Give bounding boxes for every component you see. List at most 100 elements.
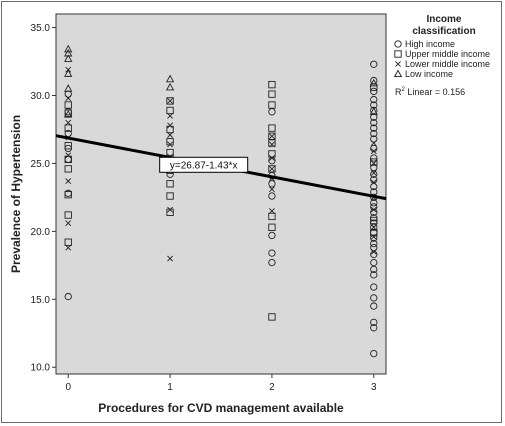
cross-stroke	[370, 224, 377, 231]
data-point-square	[268, 132, 276, 140]
data-point-cross	[370, 248, 377, 255]
data-point-circle	[268, 180, 276, 188]
data-point-square	[166, 148, 174, 157]
y-tick-label: 10.0	[31, 363, 51, 374]
data-point-square	[166, 180, 174, 188]
plot-area	[55, 13, 387, 375]
y-axis: 10.0 15.0 20.0 25.0 30.0 35.0	[31, 23, 56, 374]
data-point-circle	[370, 244, 378, 252]
data-point-circle	[370, 258, 378, 267]
data-point-square	[64, 191, 72, 199]
data-point-square	[166, 125, 174, 134]
cross-stroke	[269, 165, 275, 172]
data-point-cross	[65, 178, 72, 185]
data-point-cross	[65, 152, 72, 159]
data-point-circle	[268, 249, 276, 257]
data-point-square	[64, 211, 72, 219]
cross-stroke	[167, 112, 173, 119]
data-point-circle	[370, 163, 378, 172]
data-point-circle	[370, 129, 378, 138]
data-point-triangle	[64, 44, 73, 53]
data-point-cross	[269, 141, 275, 148]
legend-title-line: Income	[426, 14, 461, 25]
data-point-square	[370, 216, 378, 225]
data-point-square	[166, 192, 174, 200]
data-point-cross	[167, 141, 173, 148]
data-point-circle	[370, 124, 378, 132]
data-point-square	[268, 150, 276, 158]
data-point-cross	[65, 220, 72, 227]
cross-stroke	[269, 155, 275, 161]
cross-stroke	[65, 119, 72, 126]
data-point-cross	[370, 224, 377, 231]
data-point-circle	[370, 302, 378, 310]
y-axis-title: Prevalence of Hypertension	[9, 115, 23, 273]
data-point-cross	[65, 119, 72, 126]
cross-stroke	[65, 152, 72, 159]
cross-stroke	[167, 206, 173, 213]
data-point-triangle	[369, 107, 378, 115]
data-point-triangle	[64, 109, 73, 118]
data-point-square	[64, 165, 72, 173]
legend-marker-circle	[394, 40, 402, 48]
legend-title-line: classification	[412, 26, 475, 37]
legend-entry-label: High income	[405, 39, 455, 49]
y-tick-label: 20.0	[31, 227, 51, 238]
data-point-square	[370, 83, 378, 92]
data-point-circle	[370, 119, 378, 127]
y-tick-label: 30.0	[31, 91, 51, 102]
data-point-triangle	[64, 84, 73, 92]
cross-stroke	[370, 233, 377, 240]
cross-stroke	[65, 178, 72, 185]
data-point-square	[268, 80, 276, 89]
x-tick-label: 2	[269, 382, 275, 393]
data-point-square	[370, 229, 378, 237]
data-point-square	[268, 101, 276, 109]
data-point-circle	[370, 239, 378, 248]
data-point-circle	[370, 106, 378, 115]
data-point-cross	[269, 133, 275, 140]
data-point-square	[268, 223, 276, 231]
legend-entry-label: Lower middle income	[405, 59, 490, 69]
cross-stroke	[167, 98, 173, 104]
data-point-square	[268, 165, 276, 173]
data-point-cross	[65, 244, 72, 251]
data-point-circle	[370, 95, 378, 104]
data-point-circle	[370, 234, 378, 242]
cross-stroke	[167, 122, 173, 129]
data-point-triangle	[369, 78, 378, 87]
y-tick-label: 25.0	[31, 159, 51, 170]
x-axis-title: Procedures for CVD management available	[98, 401, 344, 415]
cross-stroke	[65, 95, 72, 102]
data-point-cross	[370, 160, 377, 167]
data-point-circle	[370, 60, 378, 68]
data-point-cross	[370, 179, 377, 186]
x-axis: 0 1 2 3	[65, 374, 377, 393]
data-point-square	[166, 97, 174, 105]
data-point-triangle	[165, 74, 175, 83]
cross-stroke	[167, 141, 173, 148]
data-point-cross	[269, 208, 275, 214]
cross-stroke	[370, 206, 377, 213]
legend-entry-label: Low income	[405, 69, 453, 79]
cross-stroke	[395, 61, 401, 67]
legend-marker-square	[394, 50, 402, 58]
cross-stroke	[370, 148, 377, 155]
y-tick-label: 35.0	[31, 23, 51, 34]
cross-stroke	[65, 220, 72, 227]
data-point-cross	[370, 140, 377, 146]
data-point-cross	[370, 233, 377, 240]
data-point-triangle	[165, 82, 175, 91]
cross-stroke	[269, 208, 275, 214]
fit-equation-label: y=26.87-1.43*x	[170, 160, 238, 171]
data-point-square	[64, 238, 72, 246]
cross-stroke	[370, 179, 377, 186]
cross-stroke	[269, 186, 275, 193]
data-point-circle	[370, 324, 378, 332]
data-point-square	[268, 124, 276, 132]
x-tick-label: 3	[371, 382, 377, 393]
cross-stroke	[269, 141, 275, 148]
data-point-circle	[370, 318, 378, 327]
